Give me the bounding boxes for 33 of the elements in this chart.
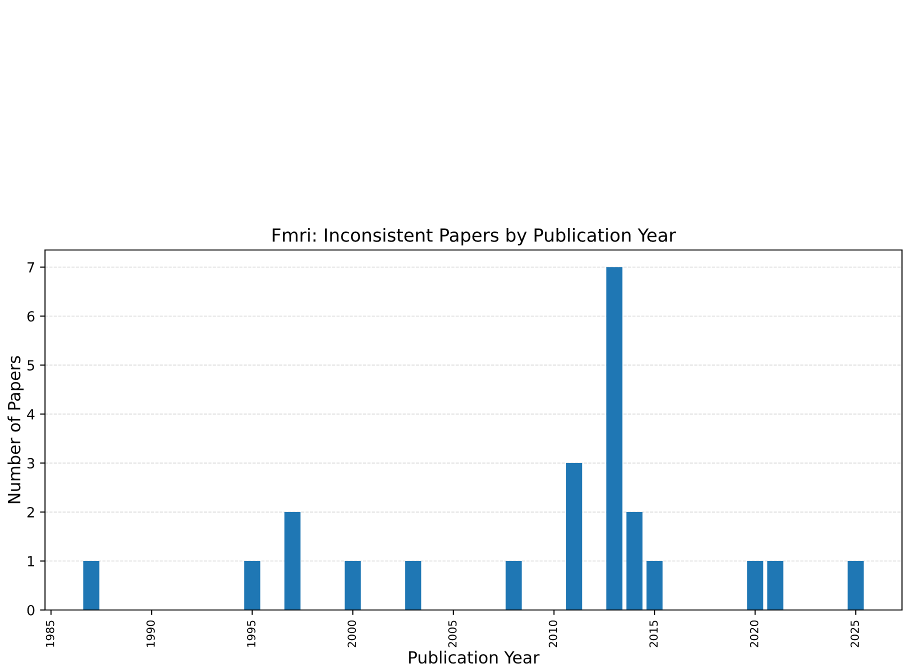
bar xyxy=(83,561,100,610)
x-axis-title: Publication Year xyxy=(409,650,540,664)
y-axis-title: Number of Papers xyxy=(8,356,24,504)
bar xyxy=(747,561,764,610)
x-tick-label: 2015 xyxy=(649,620,658,648)
y-tick-label: 0 xyxy=(27,604,34,616)
x-tick-label: 2000 xyxy=(348,620,356,648)
x-tick-label: 2025 xyxy=(850,620,859,648)
y-tick-label: 1 xyxy=(28,556,34,566)
y-tick-label: 2 xyxy=(27,507,34,518)
bar xyxy=(646,561,663,610)
bar xyxy=(284,512,300,610)
bar xyxy=(566,463,582,610)
x-tick-label: 1990 xyxy=(146,620,155,647)
x-tick-label: 1995 xyxy=(247,620,256,647)
x-tick-label: 2005 xyxy=(448,620,457,648)
bar xyxy=(405,561,422,610)
bar xyxy=(244,561,260,610)
bar xyxy=(606,267,622,610)
chart-title: Fmri: Inconsistent Papers by Publication Year xyxy=(272,228,676,246)
x-tick-label: 2020 xyxy=(750,620,758,648)
y-tick-label: 3 xyxy=(28,458,34,469)
y-tick-label: 7 xyxy=(28,262,34,272)
bar xyxy=(506,561,522,610)
x-tick-label: 2010 xyxy=(548,620,558,648)
bar xyxy=(344,561,361,610)
bar xyxy=(848,561,864,610)
bar xyxy=(767,561,784,610)
y-tick-label: 5 xyxy=(28,360,34,371)
y-tick-label: 6 xyxy=(27,311,34,322)
y-tick-label: 4 xyxy=(27,409,34,420)
x-tick-label: 1985 xyxy=(46,620,54,647)
bar xyxy=(626,512,642,610)
